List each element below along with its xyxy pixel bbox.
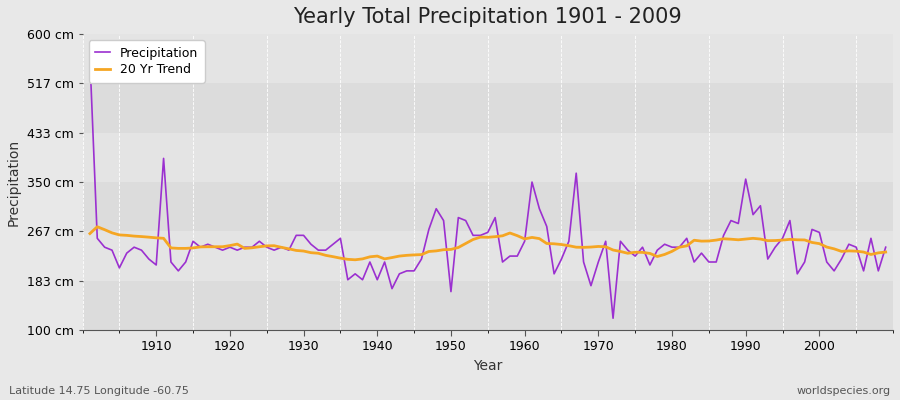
20 Yr Trend [526,235,537,240]
Precipitation [143,257,154,262]
Bar [83,281,893,330]
20 Yr Trend [623,251,634,256]
Bar [83,231,893,281]
Precipitation [519,239,530,244]
Line: 20 Yr Trend: 20 Yr Trend [90,227,886,260]
Precipitation [615,239,626,244]
Title: Yearly Total Precipitation 1901 - 2009: Yearly Total Precipitation 1901 - 2009 [293,7,682,27]
20 Yr Trend [85,231,95,236]
Bar [83,133,893,182]
20 Yr Trend [313,251,324,256]
20 Yr Trend [534,236,544,241]
20 Yr Trend [880,250,891,254]
20 Yr Trend [350,257,361,262]
Bar [83,34,893,83]
Precipitation [305,242,316,247]
Text: worldspecies.org: worldspecies.org [796,386,891,396]
Legend: Precipitation, 20 Yr Trend: Precipitation, 20 Yr Trend [89,40,204,82]
X-axis label: Year: Year [473,359,502,373]
Line: Precipitation: Precipitation [90,58,886,318]
Precipitation [350,272,361,276]
20 Yr Trend [151,236,162,240]
Precipitation [512,254,523,258]
20 Yr Trend [364,254,375,259]
Precipitation [608,316,618,321]
Bar [83,83,893,133]
20 Yr Trend [92,224,103,229]
Precipitation [85,55,95,60]
Bar [83,182,893,231]
Text: Latitude 14.75 Longitude -60.75: Latitude 14.75 Longitude -60.75 [9,386,189,396]
Y-axis label: Precipitation: Precipitation [7,138,21,226]
Precipitation [880,245,891,250]
